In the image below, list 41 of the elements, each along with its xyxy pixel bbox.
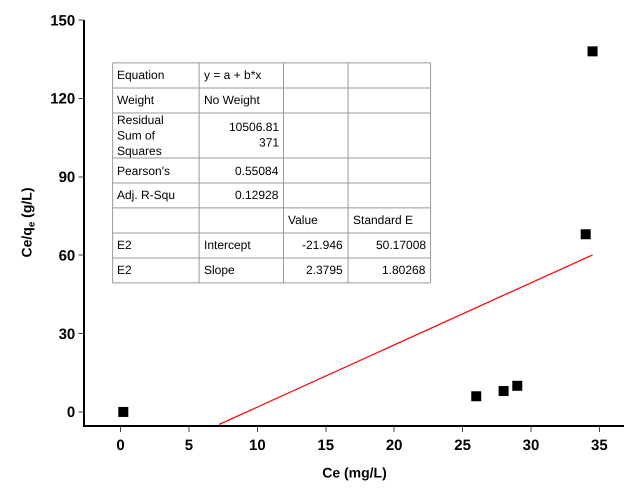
x-tick-label: 35 [591,436,608,454]
annotation: -21.946 [302,238,344,252]
x-tick-label: 30 [522,436,540,454]
x-tick-label: 0 [116,436,125,454]
annotation: y = a + b*x [204,68,262,82]
y-tick-label: 90 [58,169,76,186]
x-axis-title: Ce (mg/L) [322,464,387,481]
annotation: Value [288,213,318,227]
y-tick-label: 150 [50,12,76,30]
x-tick-label: 10 [249,436,266,454]
annotation: 0.12928 [235,188,279,202]
annotation: Slope [204,263,236,277]
x-tick-label: 5 [184,436,194,454]
annotation: No Weight [204,93,260,107]
point [498,386,509,396]
y-tick-label: 30 [58,326,76,343]
x-tick-label: 20 [386,436,403,454]
x-tick-label: 15 [317,436,334,454]
annotation: Weight [117,93,155,107]
annotation: 2.3795 [306,263,344,277]
annotation: 50.17008 [376,238,426,252]
y-tick-label: 0 [66,404,76,422]
annotation: 0.55084 [235,164,279,178]
y-tick-label: 60 [58,247,76,264]
annotation: Equation [117,68,164,82]
annotation: E2 [117,263,132,277]
annotation: 1.80268 [382,263,426,277]
y-tick-label: 120 [50,90,76,108]
annotation: Pearson's [117,164,170,178]
annotation: Standard E [353,213,414,227]
annotation: Adj. R-Squ [117,188,176,202]
annotation: Intercept [204,238,252,252]
point [118,406,128,417]
point [512,380,522,391]
point [471,391,482,402]
point [580,229,591,240]
annotation: 10506.81371 [229,120,280,150]
x-tick-label: 25 [454,436,471,454]
point [588,46,598,56]
annotation: Residual Sum of Squares [117,113,164,158]
annotation: E2 [117,238,132,252]
